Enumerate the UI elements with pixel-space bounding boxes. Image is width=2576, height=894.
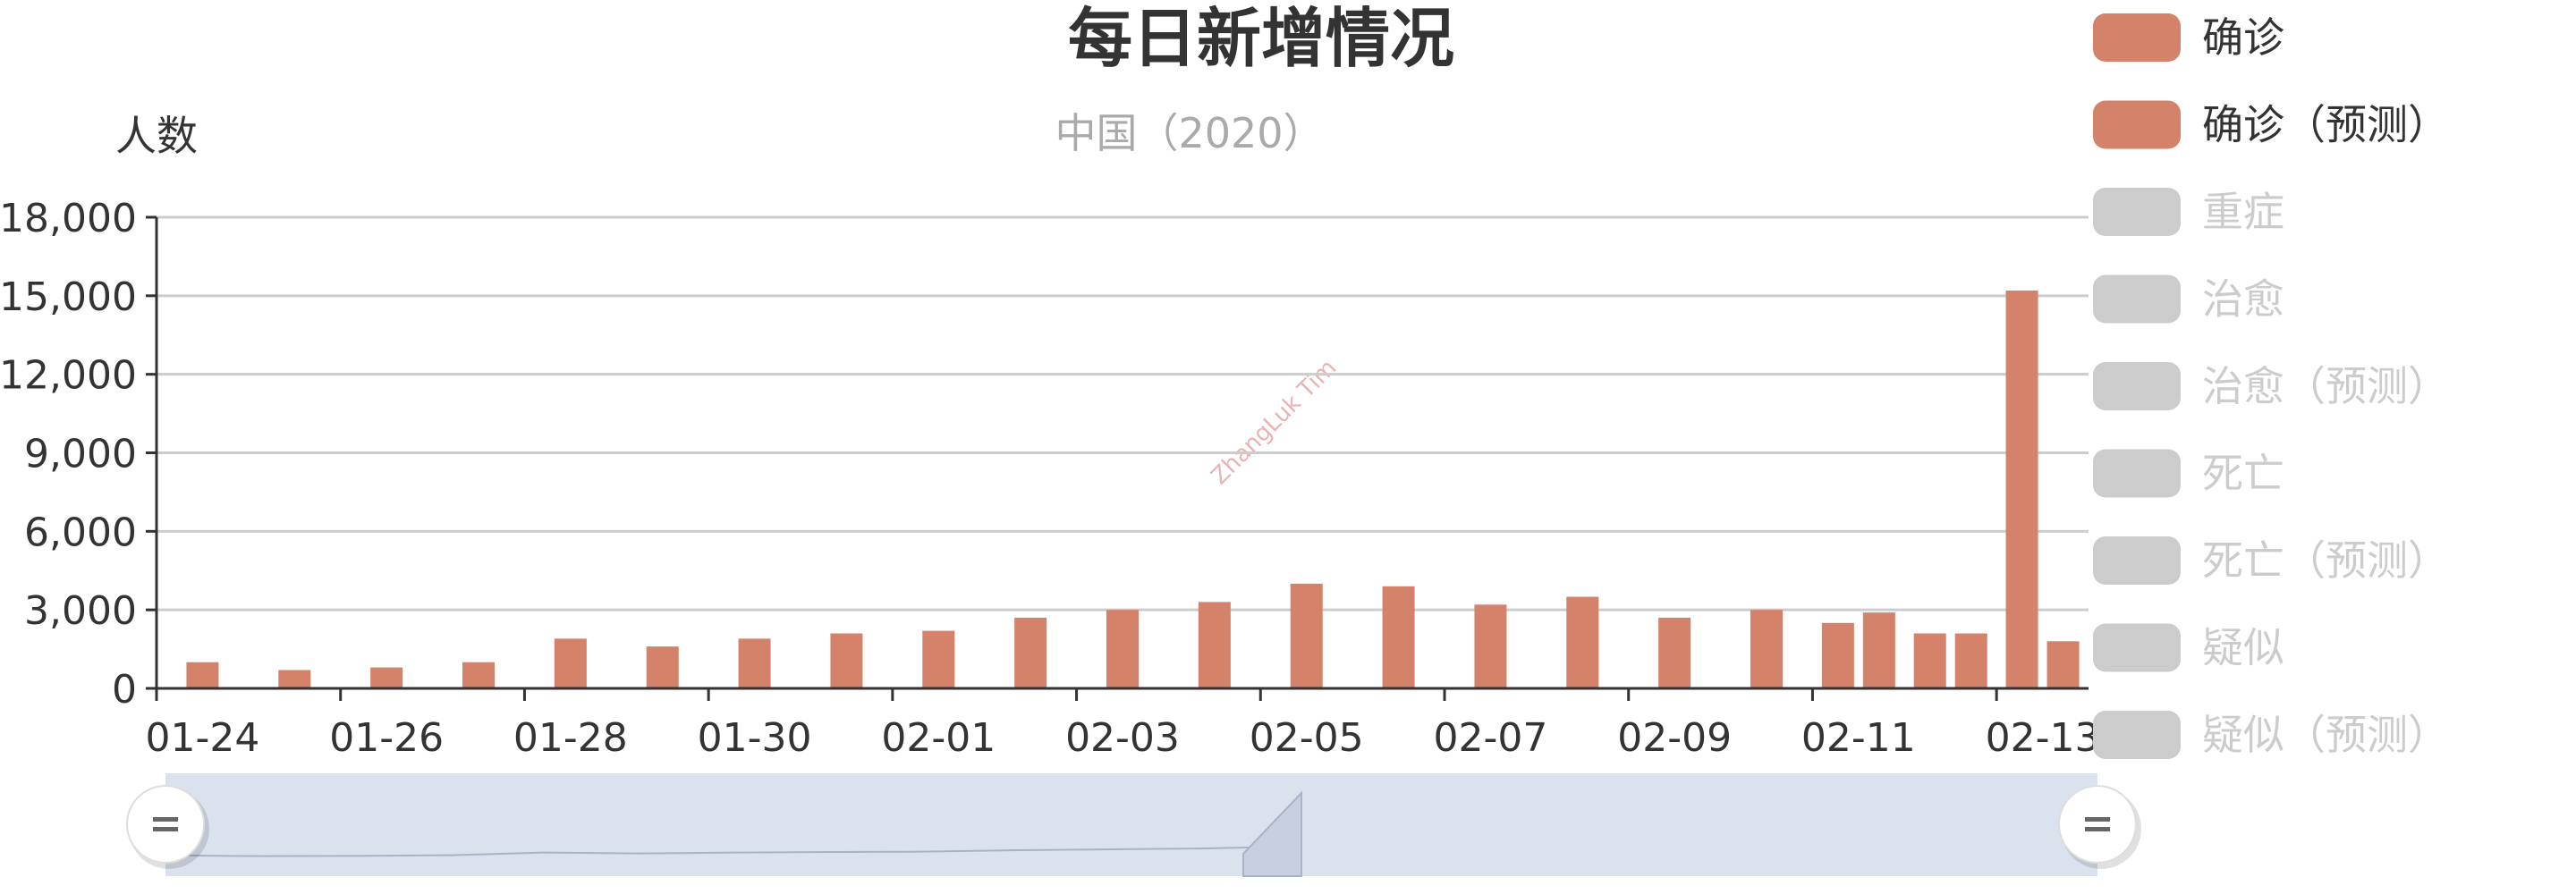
legend-swatch (2093, 623, 2181, 672)
legend-item[interactable]: 治愈 (2093, 274, 2284, 324)
bar (1474, 604, 1507, 688)
legend-swatch (2093, 449, 2181, 498)
bar (1106, 610, 1139, 688)
legend-label: 治愈 (2202, 275, 2284, 324)
x-tick-label: 02-09 (1617, 715, 1732, 761)
legend-swatch (2093, 13, 2181, 62)
x-tick-label: 01-24 (145, 715, 259, 761)
x-tick-label: 02-05 (1250, 715, 1364, 761)
x-tick-label: 02-13 (1986, 715, 2100, 761)
zoom-handle-grip (153, 817, 178, 822)
zoom-preview-line (165, 845, 1302, 857)
legend-label: 疑似 (2202, 624, 2284, 672)
bar (1913, 633, 1946, 688)
y-tick-label: 18,000 (0, 196, 137, 241)
y-tick-label: 15,000 (0, 274, 137, 320)
chart-subtitle: 中国（2020） (1055, 109, 1324, 157)
bar (1290, 583, 1323, 688)
grid-lines (157, 215, 2089, 611)
bar (738, 638, 771, 688)
legend-swatch (2093, 274, 2181, 324)
bar (2005, 290, 2038, 688)
legend-item[interactable]: 治愈（预测） (2093, 362, 2449, 410)
x-tick-label: 02-11 (1801, 715, 1916, 761)
bar (1821, 622, 1854, 688)
bar (1198, 602, 1231, 688)
legend-swatch (2093, 711, 2181, 759)
x-tick-label: 02-07 (1433, 715, 1547, 761)
legend-item[interactable]: 确诊 (2093, 13, 2284, 62)
legend-label: 死亡 (2202, 450, 2284, 498)
bar (1382, 586, 1415, 688)
y-axis-label: 人数 (115, 112, 198, 160)
bar (830, 633, 863, 688)
bar (646, 646, 679, 688)
legend-item[interactable]: 疑似 (2093, 623, 2284, 672)
y-tick-label: 12,000 (0, 353, 137, 399)
chart-title: 每日新增情况 (1068, 1, 1454, 76)
legend-item[interactable]: 疑似（预测） (2093, 711, 2449, 759)
legend-item[interactable]: 死亡（预测） (2093, 536, 2449, 585)
zoom-handle-left[interactable] (126, 785, 209, 869)
legend-swatch (2093, 362, 2181, 410)
bar (186, 662, 219, 688)
zoom-handle-knob (2058, 785, 2137, 864)
zoom-handle-right[interactable] (2058, 785, 2141, 869)
bar (922, 630, 955, 688)
bar (1014, 617, 1047, 688)
legend-swatch (2093, 100, 2181, 149)
legend-item[interactable]: 确诊（预测） (2093, 100, 2449, 149)
bar (2046, 641, 2080, 688)
legend-label: 确诊 (2202, 13, 2284, 62)
data-zoom-slider (126, 773, 2141, 877)
legend-label: 确诊（预测） (2202, 101, 2449, 149)
y-tick-label: 3,000 (24, 588, 137, 634)
legend-label: 治愈（预测） (2202, 362, 2449, 410)
x-tick-label: 01-26 (329, 715, 444, 761)
bar (278, 670, 311, 688)
zoom-handle-grip (153, 827, 178, 831)
bar (1566, 596, 1599, 688)
zoom-handle-grip (2085, 827, 2110, 831)
axes: 0 3,000 6,000 9,000 12,000 15,000 18,000 01-24 0… (0, 196, 2100, 761)
x-tick-label: 02-03 (1065, 715, 1180, 761)
x-tick-label: 01-30 (698, 715, 812, 761)
legend-swatch (2093, 536, 2181, 585)
legend-label: 重症 (2202, 188, 2284, 236)
x-tick-label: 01-28 (513, 715, 628, 761)
bar (1954, 633, 1987, 688)
y-tick-label: 9,000 (24, 432, 137, 477)
bar (1862, 612, 1895, 688)
zoom-handle-knob (126, 785, 205, 864)
y-tick-label: 0 (112, 667, 137, 713)
bar (554, 638, 587, 688)
bar (370, 667, 403, 688)
y-tick-label: 6,000 (24, 510, 137, 555)
legend-item[interactable]: 死亡 (2093, 449, 2284, 498)
legend-swatch (2093, 188, 2181, 236)
legend-label: 死亡（预测） (2202, 536, 2449, 585)
bar (1750, 610, 1783, 688)
legend-label: 疑似（预测） (2202, 711, 2449, 759)
bar (462, 662, 495, 688)
zoom-handle-grip (2085, 817, 2110, 822)
bar (1658, 617, 1691, 688)
x-tick-label: 02-01 (881, 715, 996, 761)
zoom-track (165, 773, 2097, 876)
legend-item[interactable]: 重症 (2093, 188, 2284, 236)
bars (186, 290, 2080, 688)
